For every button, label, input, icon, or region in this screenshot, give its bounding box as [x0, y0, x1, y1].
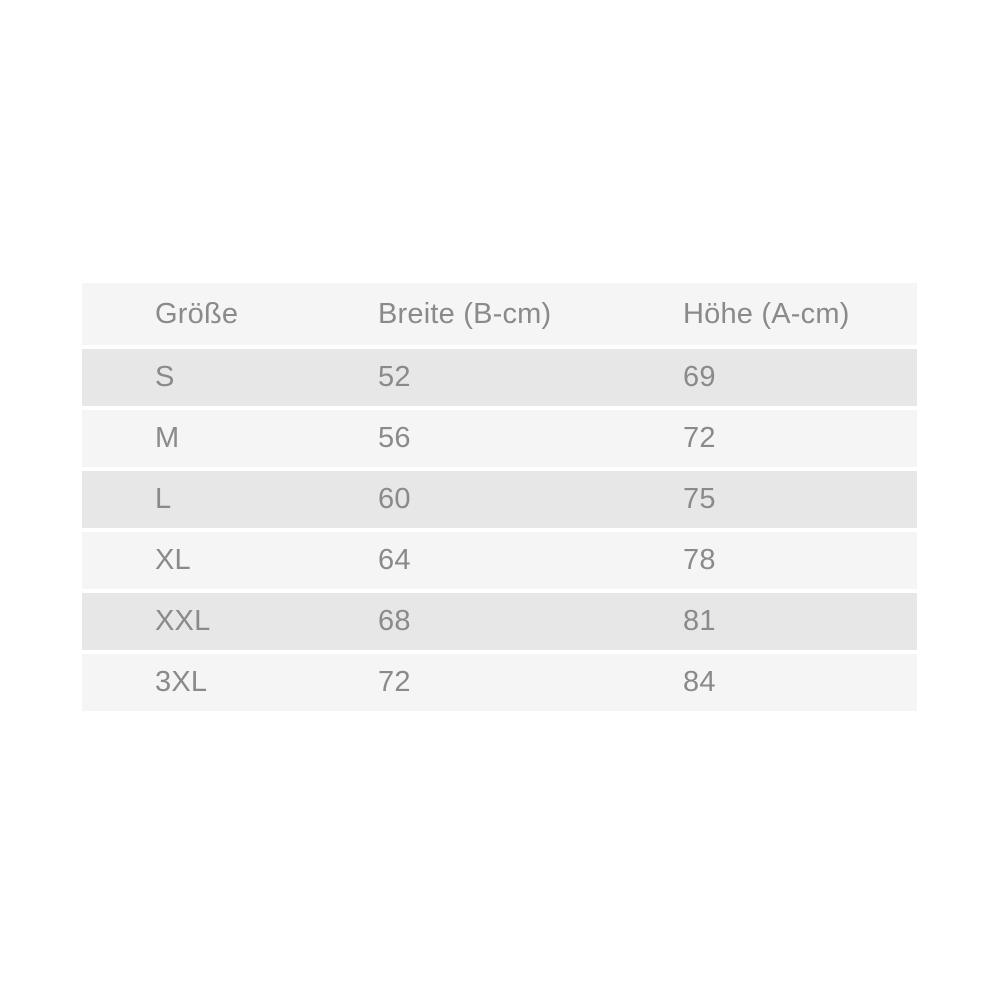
table-row: XXL 68 81	[82, 593, 917, 650]
table-row: L 60 75	[82, 471, 917, 528]
column-header-width: Breite (B-cm)	[378, 297, 552, 330]
table-cell-height: 69	[683, 361, 716, 393]
table-cell-size: M	[155, 422, 180, 454]
table-cell-height: 75	[683, 483, 716, 515]
table-cell-height: 84	[683, 666, 716, 698]
table-cell-size: XL	[155, 544, 191, 576]
size-chart-table: Größe Breite (B-cm) Höhe (A-cm) S 52 69 M 56…	[82, 283, 917, 711]
table-cell-size: 3XL	[155, 666, 208, 698]
table-cell-width: 72	[378, 666, 411, 698]
table-cell-size: XXL	[155, 605, 211, 637]
table-cell-width: 68	[378, 605, 411, 637]
table-cell-width: 60	[378, 483, 411, 515]
table-cell-width: 52	[378, 361, 411, 393]
table-row: XL 64 78	[82, 532, 917, 589]
table-cell-size: S	[155, 361, 175, 393]
table-cell-height: 81	[683, 605, 716, 637]
table-cell-width: 64	[378, 544, 411, 576]
table-row: M 56 72	[82, 410, 917, 467]
table-cell-height: 78	[683, 544, 716, 576]
column-header-height: Höhe (A-cm)	[683, 297, 850, 330]
table-cell-height: 72	[683, 422, 716, 454]
column-header-size: Größe	[155, 297, 239, 330]
table-row: S 52 69	[82, 349, 917, 406]
table-cell-width: 56	[378, 422, 411, 454]
table-header-row: Größe Breite (B-cm) Höhe (A-cm)	[82, 283, 917, 345]
table-cell-size: L	[155, 483, 172, 515]
table-row: 3XL 72 84	[82, 654, 917, 711]
